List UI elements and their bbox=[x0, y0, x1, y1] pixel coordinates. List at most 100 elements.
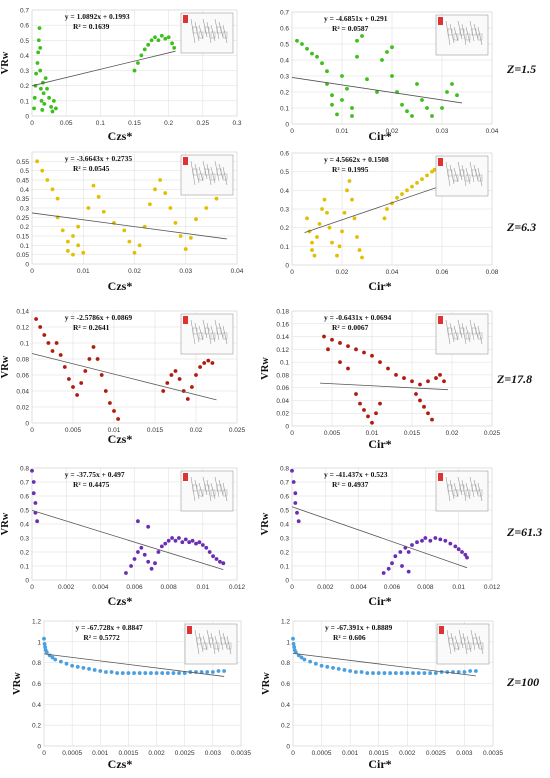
data-point bbox=[60, 228, 65, 233]
inset-map-thumbnail bbox=[180, 12, 234, 54]
data-point bbox=[50, 655, 55, 660]
trendline bbox=[292, 653, 476, 677]
y-axis-label: VRw bbox=[0, 51, 11, 74]
x-tick-label: 0.0005 bbox=[312, 750, 332, 757]
x-tick-label: 0 bbox=[291, 750, 295, 757]
data-point bbox=[428, 538, 433, 543]
x-axis-label: Czs* bbox=[108, 279, 133, 293]
x-tick-label: 0.01 bbox=[452, 584, 465, 591]
data-point bbox=[338, 341, 342, 345]
data-point bbox=[136, 519, 140, 524]
data-point bbox=[120, 671, 125, 675]
inset-building bbox=[216, 26, 222, 34]
y-tick-label: 0.5 bbox=[280, 42, 289, 49]
data-point bbox=[418, 382, 422, 387]
inset-building bbox=[210, 332, 216, 340]
trendline bbox=[31, 353, 217, 401]
data-point bbox=[346, 344, 350, 349]
data-point bbox=[330, 93, 334, 98]
data-point bbox=[206, 358, 211, 363]
inset-building bbox=[471, 484, 477, 492]
data-point bbox=[124, 571, 128, 575]
data-point bbox=[371, 671, 375, 675]
y-tick-label: 0.6 bbox=[20, 494, 29, 501]
x-tick-label: 0.3 bbox=[232, 120, 241, 127]
inset-building bbox=[192, 168, 198, 176]
y-tick-label: 1 bbox=[37, 639, 41, 646]
data-point bbox=[374, 411, 378, 416]
data-point bbox=[64, 661, 69, 666]
data-point bbox=[173, 369, 178, 373]
inset-building bbox=[466, 642, 472, 650]
data-point bbox=[337, 244, 342, 249]
inset-building bbox=[459, 169, 465, 177]
y-tick-label: 0.55 bbox=[16, 159, 29, 166]
data-point bbox=[443, 538, 448, 543]
inset-building bbox=[453, 332, 459, 340]
data-point bbox=[305, 216, 309, 221]
data-point bbox=[320, 61, 324, 66]
chart-r5-left: 0 0.2 0.4 0.6 0.8 1 1.2 0 0.0005 0.001 0.0015 0.002… bbox=[12, 619, 251, 772]
data-point bbox=[473, 669, 478, 673]
data-point bbox=[71, 385, 75, 389]
y-tick-label: 0.05 bbox=[16, 252, 29, 259]
y-tick-label: 0.6 bbox=[281, 681, 290, 688]
data-point bbox=[342, 210, 347, 215]
x-tick-label: 0.01 bbox=[108, 427, 121, 434]
y-axis-label: VRw bbox=[260, 357, 271, 380]
x-tick-label: 0.002 bbox=[399, 750, 416, 757]
data-point bbox=[55, 196, 60, 201]
data-point bbox=[163, 191, 168, 195]
data-point bbox=[163, 541, 168, 546]
x-tick-label: 0.02 bbox=[190, 427, 203, 434]
data-point bbox=[390, 74, 394, 78]
data-point bbox=[108, 401, 112, 405]
x-tick-label: 0.003 bbox=[456, 750, 473, 757]
data-point bbox=[315, 54, 319, 59]
x-tick-label: 0.015 bbox=[404, 430, 421, 437]
data-point bbox=[173, 221, 178, 225]
data-point bbox=[295, 510, 299, 515]
data-point bbox=[173, 538, 178, 543]
inset-building bbox=[198, 332, 204, 340]
inset-building bbox=[459, 484, 465, 492]
inset-map-thumbnail bbox=[184, 623, 238, 665]
inset-building bbox=[465, 489, 471, 497]
inset-building bbox=[214, 642, 220, 650]
y-tick-label: 0.4 bbox=[280, 522, 289, 529]
data-point bbox=[445, 90, 449, 94]
y-tick-label: 0.6 bbox=[280, 494, 289, 501]
inset-building bbox=[465, 33, 471, 41]
data-point bbox=[159, 544, 164, 549]
inset-street bbox=[465, 325, 471, 343]
y-tick-label: 0.6 bbox=[20, 23, 29, 30]
data-point bbox=[98, 669, 103, 673]
data-point bbox=[423, 536, 428, 540]
inset-street bbox=[222, 325, 228, 345]
inset-map-thumbnail bbox=[435, 470, 489, 512]
data-point bbox=[360, 34, 364, 38]
inset-marker bbox=[438, 158, 443, 166]
x-tick-label: 0 bbox=[290, 128, 294, 135]
chart-r1-left: 0 0.1 0.2 0.3 0.4 0.5 0.6 0.7 0 0.05 0.1 0.15 0.2 0.2… bbox=[0, 8, 242, 144]
data-point bbox=[194, 373, 198, 377]
data-point bbox=[96, 194, 101, 199]
trendline-equation: y = -3.6643x + 0.2735 bbox=[65, 154, 133, 163]
y-tick-label: 1 bbox=[286, 639, 290, 646]
x-tick-label: 0.01 bbox=[366, 430, 379, 437]
y-tick-label: 0.04 bbox=[16, 389, 29, 396]
inset-street bbox=[210, 24, 216, 42]
x-tick-label: 0.02 bbox=[446, 430, 459, 437]
y-tick-label: 0.7 bbox=[280, 480, 289, 487]
data-point bbox=[87, 667, 91, 671]
data-point bbox=[65, 239, 70, 244]
y-tick-label: 0.25 bbox=[16, 215, 29, 222]
data-point bbox=[293, 501, 298, 505]
data-point bbox=[410, 543, 414, 547]
data-point bbox=[433, 536, 438, 540]
data-point bbox=[357, 248, 362, 252]
data-point bbox=[313, 661, 318, 666]
x-tick-label: 0.002 bbox=[317, 584, 334, 591]
x-tick-label: 0.01 bbox=[77, 268, 90, 275]
